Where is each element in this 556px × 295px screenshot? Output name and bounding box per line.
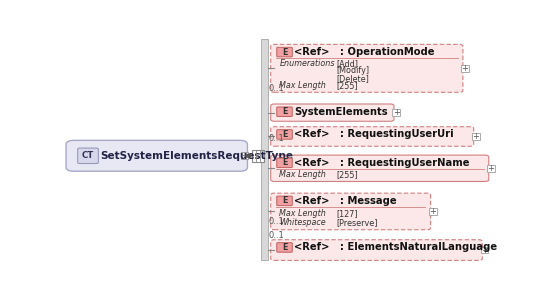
Text: Max Length: Max Length — [279, 170, 326, 179]
Text: 0..1: 0..1 — [269, 217, 284, 225]
FancyBboxPatch shape — [78, 148, 98, 163]
Text: E: E — [282, 158, 287, 167]
FancyBboxPatch shape — [277, 243, 292, 252]
Text: 0..1: 0..1 — [269, 231, 284, 240]
Text: 0..1: 0..1 — [269, 134, 284, 143]
Text: E: E — [282, 196, 287, 205]
Text: +: + — [481, 245, 488, 255]
Text: [Delete]: [Delete] — [337, 74, 370, 83]
FancyBboxPatch shape — [271, 193, 430, 230]
Text: <Ref>   : RequestingUserUri: <Ref> : RequestingUserUri — [295, 130, 454, 140]
Text: <Ref>   : ElementsNaturalLanguage: <Ref> : ElementsNaturalLanguage — [295, 242, 498, 253]
Text: +: + — [429, 207, 436, 216]
Text: [Add]: [Add] — [337, 59, 359, 68]
FancyBboxPatch shape — [277, 130, 292, 139]
Bar — [252, 150, 264, 162]
Text: SystemElements: SystemElements — [295, 107, 388, 117]
FancyBboxPatch shape — [277, 158, 292, 168]
Text: E: E — [282, 243, 287, 252]
Bar — [480, 247, 488, 253]
Text: E: E — [282, 47, 287, 57]
Text: Whitespace: Whitespace — [279, 218, 326, 227]
Text: E: E — [282, 130, 287, 139]
FancyBboxPatch shape — [277, 107, 292, 117]
Bar — [261, 39, 268, 260]
Bar — [487, 165, 495, 172]
Text: [Preserve]: [Preserve] — [337, 218, 378, 227]
Bar — [472, 133, 480, 140]
Bar — [241, 152, 249, 159]
FancyBboxPatch shape — [271, 104, 394, 121]
Text: +: + — [473, 132, 479, 141]
Text: +: + — [393, 108, 400, 117]
Text: +: + — [488, 164, 494, 173]
FancyBboxPatch shape — [271, 44, 463, 92]
Bar — [461, 65, 469, 72]
Text: <Ref>   : OperationMode: <Ref> : OperationMode — [295, 47, 435, 57]
Text: [255]: [255] — [337, 81, 359, 91]
Text: [127]: [127] — [337, 209, 358, 218]
FancyBboxPatch shape — [66, 140, 247, 171]
FancyBboxPatch shape — [271, 155, 489, 181]
Text: <Ref>   : Message: <Ref> : Message — [295, 196, 397, 206]
Text: Max Length: Max Length — [279, 81, 326, 91]
FancyBboxPatch shape — [277, 47, 292, 57]
Circle shape — [246, 154, 251, 157]
FancyBboxPatch shape — [277, 196, 292, 206]
Text: Max Length: Max Length — [279, 209, 326, 218]
Text: Enumerations: Enumerations — [279, 59, 335, 68]
FancyBboxPatch shape — [271, 127, 474, 146]
FancyBboxPatch shape — [271, 240, 482, 260]
Text: [Modify]: [Modify] — [337, 66, 370, 75]
Text: [255]: [255] — [337, 170, 359, 179]
Text: E: E — [282, 107, 287, 116]
Text: 0..1: 0..1 — [269, 84, 284, 93]
Text: −: − — [241, 151, 247, 160]
Text: CT: CT — [82, 151, 94, 160]
Text: SetSystemElementsRequestType: SetSystemElementsRequestType — [101, 151, 294, 161]
Text: +: + — [461, 64, 469, 73]
Bar — [429, 208, 436, 215]
Bar — [392, 109, 400, 116]
Text: <Ref>   : RequestingUserName: <Ref> : RequestingUserName — [295, 158, 470, 168]
